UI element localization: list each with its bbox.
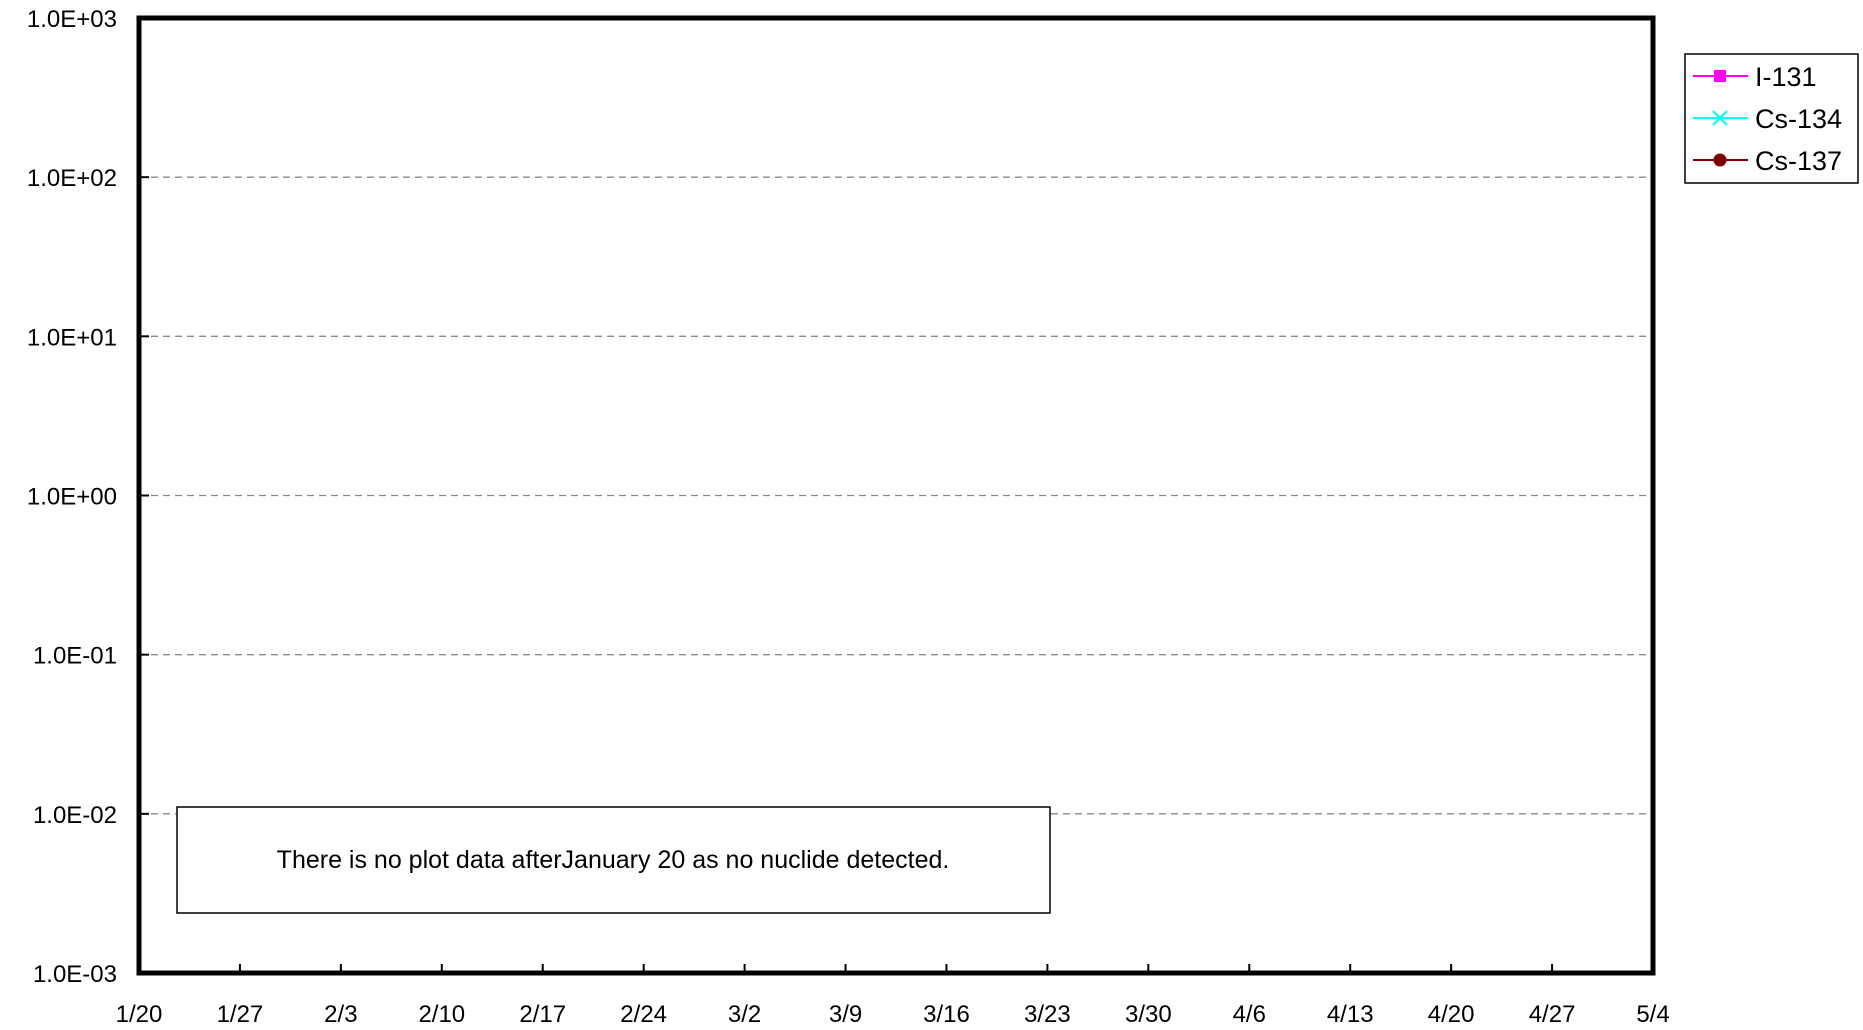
x-axis: 1/20 1/27 2/3 2/10 2/17 2/24 3/2 3/9 3/16 3/23 3/3…: [116, 964, 1670, 1028]
x-marker-icon: [1712, 110, 1728, 126]
annotation-box: There is no plot data afterJanuary 20 as…: [176, 806, 1051, 914]
square-marker-icon: [1714, 70, 1726, 82]
y-axis: 1.0E+03 1.0E+02 1.0E+01 1.0E+00 1.0E-01 1.0E-…: [27, 6, 149, 988]
x-tick-label: 3/9: [829, 1001, 862, 1028]
legend-label: Cs-137: [1755, 146, 1842, 176]
y-tick-label: 1.0E+00: [27, 484, 117, 511]
x-tick-label: 3/2: [728, 1001, 761, 1028]
legend-item: I-131: [1693, 62, 1817, 92]
x-tick-label: 1/20: [116, 1001, 163, 1028]
x-tick-label: 2/3: [324, 1001, 357, 1028]
x-tick-label: 2/10: [418, 1001, 465, 1028]
circle-marker-icon: [1713, 153, 1727, 167]
x-tick-label: 4/6: [1233, 1001, 1266, 1028]
legend-label: I-131: [1755, 62, 1817, 92]
x-tick-label: 4/13: [1327, 1001, 1374, 1028]
x-tick-label: 3/23: [1024, 1001, 1071, 1028]
x-tick-label: 5/4: [1636, 1001, 1669, 1028]
y-tick-label: 1.0E+02: [27, 165, 117, 192]
y-tick-label: 1.0E+01: [27, 324, 117, 351]
y-tick-label: 1.0E-01: [33, 643, 117, 670]
legend-label: Cs-134: [1755, 104, 1842, 134]
x-tick-label: 4/20: [1428, 1001, 1475, 1028]
x-tick-label: 3/16: [923, 1001, 970, 1028]
x-tick-label: 3/30: [1125, 1001, 1172, 1028]
legend-item: Cs-134: [1693, 104, 1842, 134]
annotation-text: There is no plot data afterJanuary 20 as…: [277, 846, 950, 874]
y-tick-label: 1.0E+03: [27, 6, 117, 33]
grid-lines: [139, 176, 1653, 815]
legend: I-131 Cs-134 Cs-137: [1684, 53, 1859, 184]
y-tick-label: 1.0E-02: [33, 802, 117, 829]
x-tick-label: 4/27: [1529, 1001, 1576, 1028]
x-tick-label: 2/17: [519, 1001, 566, 1028]
x-tick-label: 1/27: [217, 1001, 264, 1028]
x-tick-label: 2/24: [620, 1001, 667, 1028]
y-tick-label: 1.0E-03: [33, 961, 117, 988]
legend-item: Cs-137: [1693, 146, 1842, 176]
